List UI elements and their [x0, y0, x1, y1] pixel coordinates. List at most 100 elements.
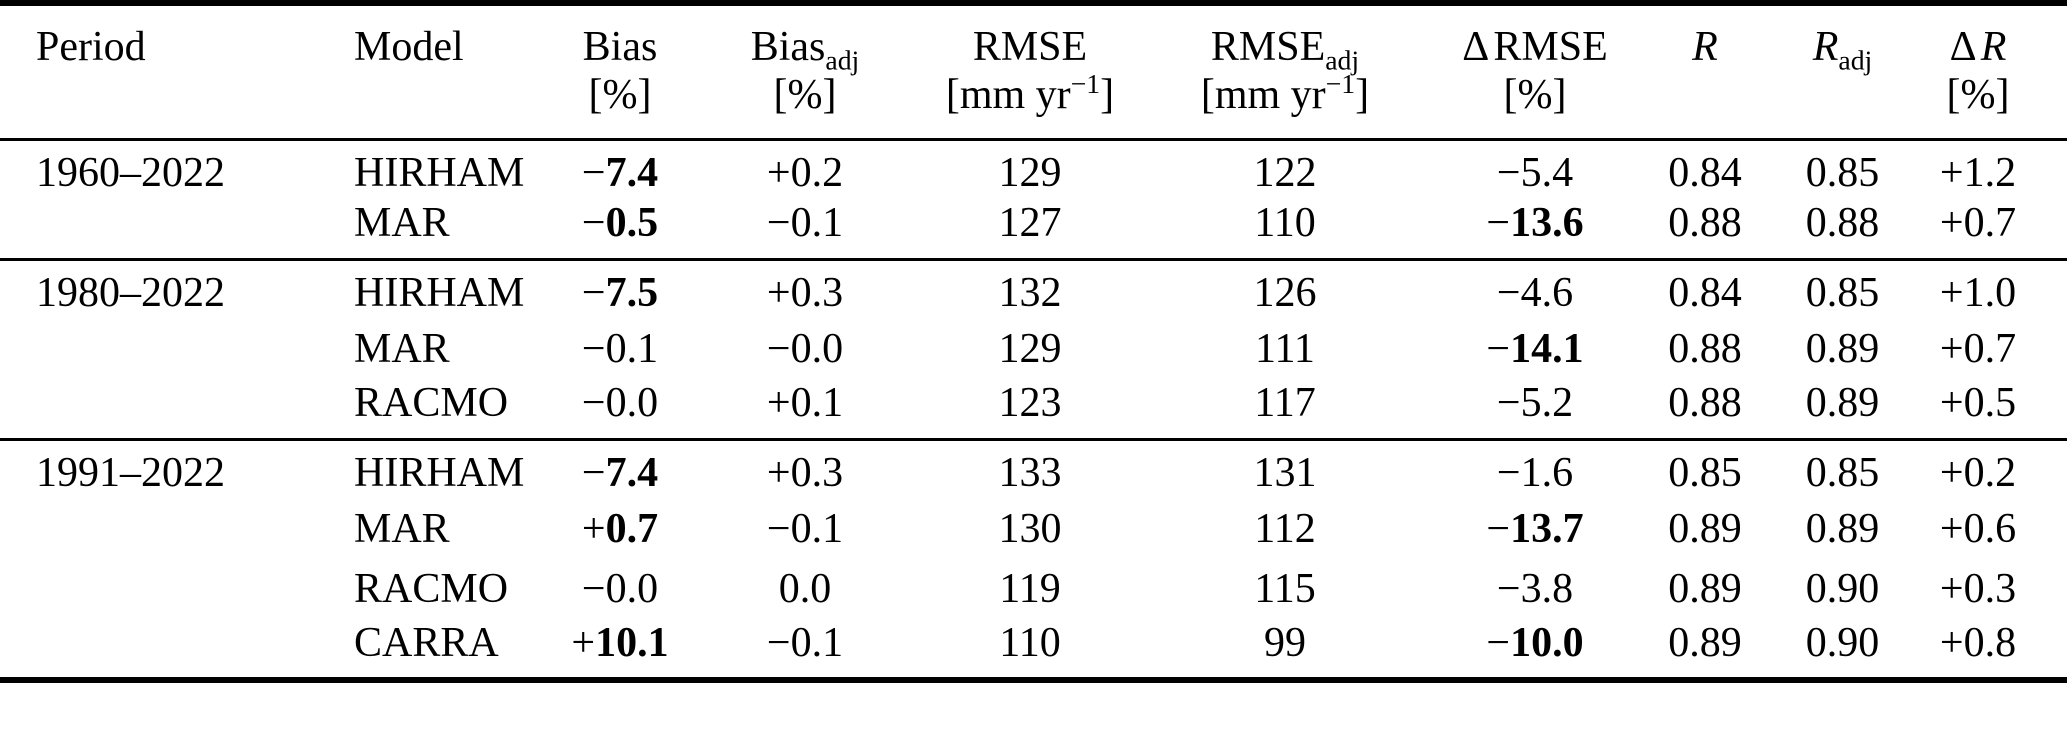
value-cell: 0.84 — [1668, 149, 1742, 196]
value-cell: −0.1 — [766, 506, 844, 552]
value-cell: 0.90 — [1805, 620, 1880, 666]
header-row-units: [%] [%] [mm yr−1] [mm yr−1] [%] [%] — [0, 68, 2067, 139]
value-cell: 111 — [1255, 326, 1315, 372]
period-cell: 1991–2022 — [36, 449, 225, 496]
value-cell: −0.1 — [766, 620, 844, 666]
value-cell: 0.89 — [1805, 506, 1880, 552]
value-cell: 0.85 — [1805, 449, 1880, 496]
column-unit: [mm yr−1] — [1200, 68, 1370, 118]
value-cell: +0.7 — [1939, 200, 2017, 247]
value-cell: +0.7 — [1939, 326, 2017, 372]
column-label: Model — [354, 24, 464, 70]
table-row: MAR −0.1 −0.0 129 111 −14.1 0.88 0.89 +0.7 — [0, 319, 2067, 379]
column-unit: [mm yr−1] — [945, 68, 1115, 118]
column-label: RMSE — [972, 24, 1088, 70]
value-cell: 0.85 — [1805, 149, 1880, 196]
value-cell: 0.88 — [1668, 380, 1742, 427]
value-cell: 126 — [1253, 269, 1317, 316]
period-cell — [0, 559, 300, 619]
column-label: R — [1812, 24, 1839, 70]
period-cell: 1980–2022 — [36, 269, 225, 316]
value-cell: −1.6 — [1496, 449, 1574, 496]
model-cell: MAR — [354, 506, 450, 552]
table-row: 1980–2022 HIRHAM −7.5 +0.3 132 126 −4.6 0.84 0.8… — [0, 259, 2067, 319]
value-cell: −5.2 — [1496, 380, 1574, 427]
value-cell: +0.6 — [1939, 506, 2017, 552]
value-cell: 115 — [1254, 566, 1316, 612]
period-cell — [0, 379, 300, 439]
value-cell: +1.2 — [1939, 149, 2017, 196]
value-cell: −0.0 — [581, 380, 659, 427]
model-cell: MAR — [354, 200, 450, 247]
column-unit — [1640, 71, 1770, 139]
value-cell: −4.6 — [1496, 269, 1574, 316]
value-cell: 131 — [1253, 449, 1317, 496]
value-cell: −7.4 — [581, 449, 659, 496]
column-unit: [%] — [773, 72, 837, 118]
period-cell — [0, 319, 300, 379]
value-cell: +0.3 — [766, 449, 844, 496]
column-label: R — [1980, 24, 2007, 70]
column-label: Bias — [582, 24, 658, 70]
value-cell: +0.8 — [1939, 620, 2017, 666]
column-header-biasadj: Biasadj — [690, 3, 920, 74]
model-cell: HIRHAM — [354, 269, 525, 316]
column-label: RMSE — [1210, 24, 1326, 70]
column-unit: [%] — [1946, 72, 2010, 118]
column-header-bias: Bias — [550, 3, 690, 71]
value-cell: 0.90 — [1805, 566, 1880, 612]
value-cell: 0.84 — [1668, 269, 1742, 316]
column-subscript: adj — [1325, 44, 1360, 76]
column-header-δrmse: ΔRMSE — [1430, 3, 1640, 71]
period-section-1980–2022: 1980–2022 HIRHAM −7.5 +0.3 132 126 −4.6 0.84 0.8… — [0, 259, 2067, 439]
delta-symbol: Δ — [1949, 24, 1977, 70]
value-cell: 123 — [998, 380, 1062, 427]
period-cell — [0, 199, 300, 259]
table-row: CARRA +10.1 −0.1 110 99 −10.0 0.89 0.90 +0.8 — [0, 619, 2067, 680]
value-cell: 0.89 — [1668, 566, 1742, 612]
value-cell: 0.85 — [1668, 449, 1742, 496]
value-cell: 122 — [1253, 149, 1317, 196]
value-cell: 133 — [998, 449, 1062, 496]
column-header-rmseadj: RMSEadj — [1140, 3, 1430, 74]
column-unit: [%] — [1503, 72, 1567, 118]
period-section-1960–2022: 1960–2022 HIRHAM −7.4 +0.2 129 122 −5.4 0.84 0.8… — [0, 139, 2067, 259]
column-label: Period — [36, 24, 146, 70]
value-cell: 112 — [1254, 506, 1316, 552]
value-cell: +0.2 — [1939, 449, 2017, 496]
period-section-1991–2022: 1991–2022 HIRHAM −7.4 +0.3 133 131 −1.6 0.85 0.8… — [0, 439, 2067, 680]
header-row-names: Period Model Bias Biasadj RMSE RMSEadj ΔRMSE R R… — [0, 3, 2067, 74]
column-label: Bias — [750, 24, 826, 70]
model-cell: MAR — [354, 326, 450, 372]
period-cell — [0, 619, 300, 680]
model-cell: CARRA — [354, 620, 499, 666]
column-unit — [0, 71, 300, 139]
value-cell: 110 — [999, 620, 1061, 666]
value-cell: 129 — [998, 326, 1062, 372]
delta-symbol: Δ — [1462, 24, 1490, 70]
value-cell: −0.1 — [766, 200, 844, 247]
value-cell: −13.6 — [1486, 200, 1584, 247]
column-header-radj: Radj — [1770, 3, 1915, 74]
results-table: Period Model Bias Biasadj RMSE RMSEadj ΔRMSE R R… — [0, 0, 2067, 683]
column-header-δr: ΔR — [1915, 3, 2067, 71]
column-unit — [300, 71, 550, 139]
value-cell: 0.89 — [1668, 620, 1742, 666]
value-cell: 0.88 — [1668, 200, 1742, 247]
value-cell: −3.8 — [1496, 566, 1574, 612]
value-cell: 132 — [998, 269, 1062, 316]
value-cell: +0.3 — [1939, 566, 2017, 612]
value-cell: +0.5 — [1939, 380, 2017, 427]
value-cell: 110 — [1254, 200, 1316, 247]
value-cell: +10.1 — [571, 620, 669, 666]
column-unit — [1770, 71, 1915, 139]
value-cell: 0.85 — [1805, 269, 1880, 316]
value-cell: +0.3 — [766, 269, 844, 316]
value-cell: −7.4 — [581, 149, 659, 196]
model-cell: RACMO — [354, 566, 509, 612]
table-row: MAR +0.7 −0.1 130 112 −13.7 0.89 0.89 +0.6 — [0, 499, 2067, 559]
column-header-model: Model — [300, 3, 550, 71]
column-header-period: Period — [0, 3, 300, 71]
value-cell: +1.0 — [1939, 269, 2017, 316]
table-row: MAR −0.5 −0.1 127 110 −13.6 0.88 0.88 +0.7 — [0, 199, 2067, 259]
